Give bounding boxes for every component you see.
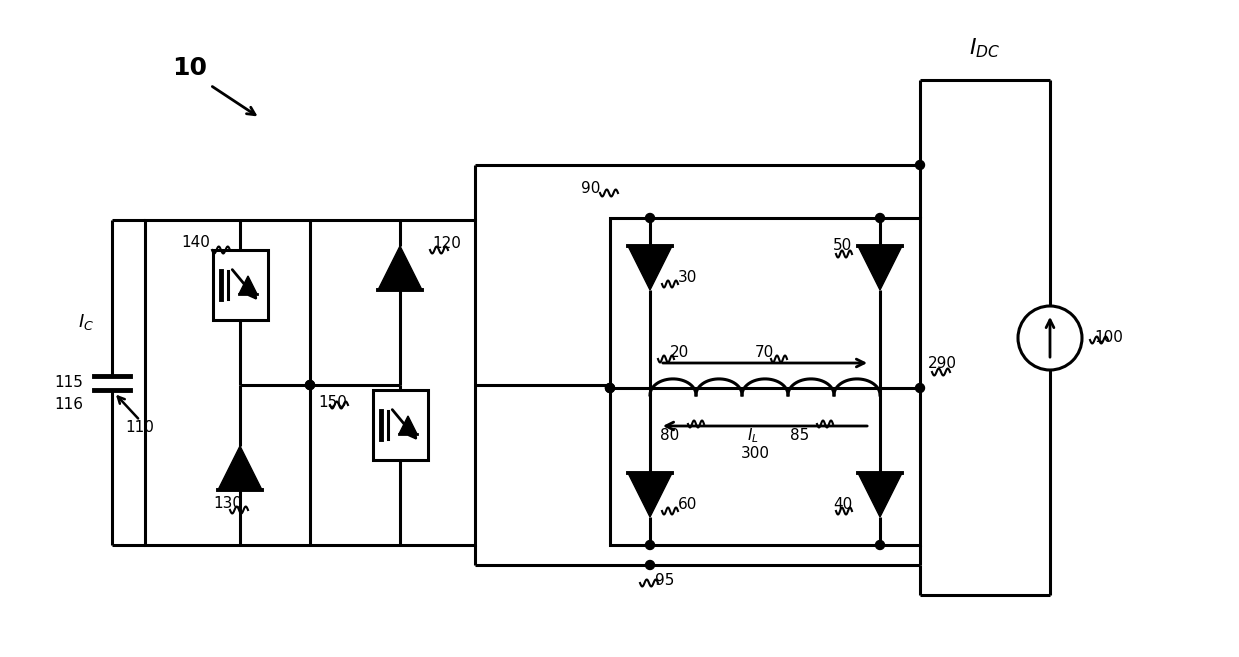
Circle shape xyxy=(916,384,924,392)
Circle shape xyxy=(876,214,885,223)
Polygon shape xyxy=(857,246,902,290)
Text: 300: 300 xyxy=(741,446,769,461)
Polygon shape xyxy=(628,473,672,517)
Polygon shape xyxy=(378,246,422,290)
Circle shape xyxy=(916,160,924,170)
Circle shape xyxy=(646,541,654,549)
Text: 115: 115 xyxy=(55,375,83,390)
Text: $I_{DC}$: $I_{DC}$ xyxy=(969,36,1001,60)
Polygon shape xyxy=(399,416,418,434)
Text: 80: 80 xyxy=(660,428,679,443)
Circle shape xyxy=(306,380,315,390)
Text: 290: 290 xyxy=(928,356,957,371)
Bar xyxy=(213,250,268,320)
Text: 116: 116 xyxy=(55,397,83,412)
Text: 10: 10 xyxy=(172,56,207,80)
Circle shape xyxy=(606,384,615,392)
Circle shape xyxy=(646,560,654,570)
Text: 120: 120 xyxy=(432,236,461,251)
Text: $I_L$: $I_L$ xyxy=(747,426,758,445)
Text: 85: 85 xyxy=(790,428,809,443)
Text: $I_C$: $I_C$ xyxy=(78,313,94,332)
Bar xyxy=(373,390,427,460)
Bar xyxy=(145,220,475,545)
Polygon shape xyxy=(239,276,256,294)
Polygon shape xyxy=(628,246,672,290)
Text: 60: 60 xyxy=(678,497,698,512)
Text: 150: 150 xyxy=(318,395,347,410)
Text: 95: 95 xyxy=(655,573,674,588)
Bar xyxy=(610,218,921,545)
Circle shape xyxy=(606,384,615,392)
Text: 30: 30 xyxy=(678,270,698,285)
Text: 130: 130 xyxy=(213,496,243,511)
Polygon shape xyxy=(218,446,261,490)
Text: 110: 110 xyxy=(125,420,155,436)
Circle shape xyxy=(306,380,315,390)
Text: 50: 50 xyxy=(833,238,852,253)
Text: 40: 40 xyxy=(833,497,852,512)
Text: 100: 100 xyxy=(1094,330,1123,346)
Text: 20: 20 xyxy=(670,345,689,360)
Circle shape xyxy=(646,214,654,223)
Polygon shape xyxy=(857,473,902,517)
Text: 70: 70 xyxy=(755,345,774,360)
Circle shape xyxy=(876,541,885,549)
Text: 90: 90 xyxy=(581,181,600,196)
Text: 140: 140 xyxy=(181,235,209,250)
